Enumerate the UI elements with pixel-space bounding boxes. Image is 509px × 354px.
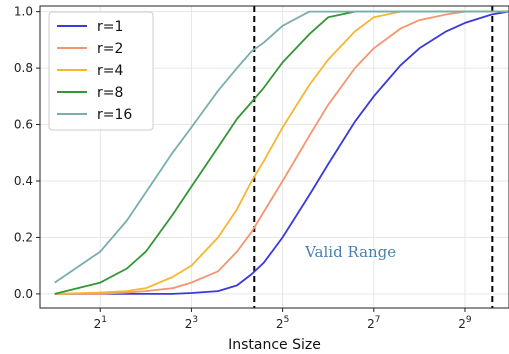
x-tick-label: 29 [458, 315, 472, 331]
y-axis-ticks: 0.0 0.2 0.4 0.6 0.8 1.0 [14, 5, 40, 301]
x-tick-label: 27 [367, 315, 380, 331]
series-lines [54, 10, 509, 295]
y-tick-label: 0.4 [14, 174, 33, 188]
y-tick-label: 0.8 [14, 61, 33, 75]
legend: r=1 r=2 r=4 r=8 r=16 [48, 11, 154, 131]
x-axis-label: Instance Size [228, 337, 321, 353]
legend-label: r=4 [97, 63, 123, 79]
x-tick-label: 23 [185, 315, 198, 331]
x-axis-ticks: 21 23 25 27 29 [94, 308, 472, 331]
plot-frame [39, 5, 509, 309]
legend-box [48, 11, 154, 131]
series-line-r-1 [54, 10, 509, 295]
valid-range-annotation: Valid Range [304, 243, 396, 261]
y-tick-label: 1.0 [14, 5, 33, 19]
y-tick-label: 0.0 [14, 287, 33, 301]
series-line-r-2 [54, 10, 509, 295]
legend-label: r=8 [97, 85, 123, 101]
legend-label: r=16 [97, 107, 132, 123]
y-tick-label: 0.2 [14, 230, 33, 244]
x-tick-label: 21 [94, 315, 107, 331]
x-tick-label: 25 [276, 315, 289, 331]
legend-label: r=1 [97, 19, 123, 35]
valid-range-bounds [253, 6, 494, 308]
series-line-r-16 [54, 10, 509, 284]
legend-label: r=2 [97, 41, 123, 57]
y-tick-label: 0.6 [14, 118, 33, 132]
